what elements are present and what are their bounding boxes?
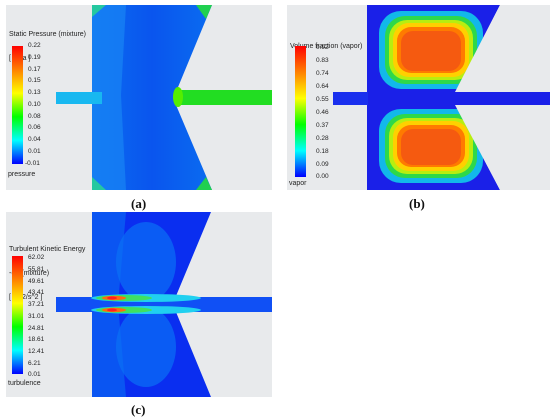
- turbulence-field: [56, 212, 272, 397]
- tick-label: 6.21: [28, 360, 41, 367]
- tick-label: 0.13: [28, 89, 41, 96]
- tick-label: 49.61: [28, 278, 45, 285]
- tick-label: 0.01: [28, 148, 41, 155]
- tick-label: 24.81: [28, 325, 45, 332]
- tick-label: 62.02: [28, 254, 45, 261]
- tick-label: 0.09: [316, 161, 329, 168]
- colorbar: [295, 46, 306, 177]
- tick-label: -0.01: [25, 160, 40, 167]
- tick-label: 0.64: [316, 83, 329, 90]
- tick-label: 0.28: [316, 135, 329, 142]
- quantity-label: pressure: [8, 171, 36, 178]
- pressure-field: [56, 5, 272, 190]
- tick-label: 0.37: [316, 122, 329, 129]
- tick-label: 55.81: [28, 266, 45, 273]
- tick-label: 0.22: [28, 42, 41, 49]
- tick-label: 12.41: [28, 348, 45, 355]
- tick-label: 0.17: [28, 66, 41, 73]
- vapor-fraction-panel: Volume fraction (vapor) 0.92 0.83 0.74 0…: [287, 5, 550, 190]
- tick-label: 0.08: [28, 113, 41, 120]
- tick-label: 0.83: [316, 57, 329, 64]
- tick-label: 0.19: [28, 54, 41, 61]
- tick-label: 0.18: [316, 148, 329, 155]
- tick-label: 0.55: [316, 96, 329, 103]
- vapor-field: [333, 5, 550, 190]
- tick-label: 37.21: [28, 301, 45, 308]
- quantity-label: vapor: [289, 180, 307, 187]
- pressure-contour-panel: Static Pressure (mixture) [ mpa ] 0.22 0…: [6, 5, 272, 190]
- tick-label: 0.74: [316, 70, 329, 77]
- tick-label: 0.92: [316, 44, 329, 51]
- tick-label: 0.06: [28, 124, 41, 131]
- tick-label: 0.46: [316, 109, 329, 116]
- tick-label: 43.41: [28, 289, 45, 296]
- turbulence-contour-panel: Turbulent Kinetic Energy -(k) (mixture) …: [6, 212, 272, 397]
- colorbar: [12, 46, 23, 164]
- tick-label: 18.61: [28, 336, 45, 343]
- caption-b: (b): [409, 196, 425, 211]
- caption-a: (a): [131, 196, 147, 211]
- tick-label: 0.04: [28, 136, 41, 143]
- tick-label: 0.15: [28, 77, 41, 84]
- tick-label: 0.10: [28, 101, 41, 108]
- colorbar: [12, 256, 23, 374]
- tick-label: 0.00: [316, 173, 329, 180]
- tick-label: 31.01: [28, 313, 45, 320]
- tick-label: 0.01: [28, 371, 41, 378]
- quantity-label: turbulence: [8, 380, 41, 387]
- caption-c: (c): [131, 402, 146, 417]
